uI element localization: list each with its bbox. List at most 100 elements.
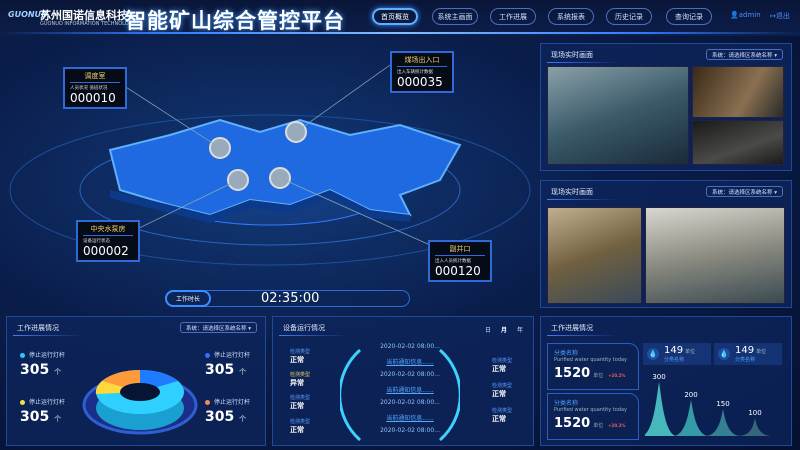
card-value: 1520 (554, 366, 591, 381)
peak-chart: 300 200 150 100 (645, 373, 773, 436)
header: GUONUO 苏州国诺信息科技 GUONUO INFORMATION TECHN… (0, 0, 800, 36)
stat-value: 305 (20, 362, 50, 378)
legend-dot (20, 400, 25, 405)
panel-title: 现场实时画面 (547, 51, 617, 63)
panel-title: 工作进展情况 (547, 324, 617, 336)
company-logo: GUONUO (8, 10, 48, 19)
log-message[interactable]: 当前通知信息...... (386, 387, 434, 394)
map-region-edge (110, 190, 410, 223)
box-sub: 设备运行状态 (83, 239, 110, 244)
mini-stat: 💧 149 单位 分类名称 (643, 343, 711, 365)
stat-label: 停止运行灯杆 (214, 352, 251, 359)
mini-unit: 单位 (685, 349, 696, 355)
card-change: +20.2% (608, 423, 626, 428)
camera-feed[interactable] (547, 66, 689, 165)
peak-3 (737, 418, 773, 436)
water-card: 分类名称 Purified water quantity today 1520 单位 +… (547, 393, 639, 440)
panel-title: 设备运行情况 (279, 324, 349, 336)
stat-label: 停止运行灯杆 (29, 352, 66, 359)
box-sub: 人员状况 值班状况 (70, 86, 108, 91)
data-label: 300 (652, 373, 665, 381)
stat-unit: 个 (54, 415, 62, 423)
stat-item: 停止运行灯杆 305 个 (20, 397, 65, 425)
log-time: 2020-02-02 08:00... (380, 371, 440, 378)
mini-label: 分类名称 (664, 357, 685, 363)
box-value: 000120 (435, 264, 481, 278)
device-item: 检测类型 正常 (492, 383, 513, 398)
company-name: 苏州国诺信息科技 (40, 9, 128, 22)
mini-unit: 单位 (756, 349, 767, 355)
device-item: 检测类型 正常 (492, 408, 513, 423)
period-day[interactable]: 日 (484, 327, 491, 334)
card-sub: Purified water quantity today (554, 407, 628, 413)
nav-system-report[interactable]: 系统报表 (548, 8, 594, 25)
log-message[interactable]: 当前通知信息...... (386, 359, 434, 366)
info-box-dispatch[interactable]: 调度室 人员状况 值班状况 000010 (63, 67, 127, 109)
camera-feed[interactable] (547, 207, 642, 304)
stat-label: 停止运行灯杆 (29, 399, 66, 406)
nav-overview[interactable]: 首页概览 (372, 8, 418, 25)
logout-button[interactable]: ↦退出 (770, 11, 790, 21)
device-item: 检测类型 正常 (290, 419, 311, 434)
card-name: 分类名称 (554, 400, 579, 407)
nav-work-progress[interactable]: 工作进展 (490, 8, 536, 25)
mini-label: 分类名称 (735, 357, 756, 363)
work-time-label: 工作时长 (165, 290, 211, 307)
box-value: 000010 (70, 91, 116, 105)
device-item: 检测类型 异常 (290, 372, 311, 387)
mine-map (9, 64, 531, 266)
log-time: 2020-02-02 08:00... (380, 343, 440, 350)
nav-history[interactable]: 历史记录 (606, 8, 652, 25)
user-menu[interactable]: 👤admin (730, 11, 761, 19)
mini-value: 149 (664, 345, 684, 356)
stat-unit: 个 (54, 368, 62, 376)
nav-query[interactable]: 查询记录 (666, 8, 712, 25)
system-select[interactable]: 系统：请选择区系统名称 ▾ (705, 186, 783, 197)
map-region (108, 118, 462, 217)
system-select[interactable]: 系统：请选择区系统名称 ▾ (705, 49, 783, 60)
stat-value: 305 (205, 409, 235, 425)
card-unit: 单位 (593, 373, 604, 379)
stat-unit: 个 (239, 415, 247, 423)
period-year[interactable]: 年 (516, 327, 523, 334)
panel-title: 工作进展情况 (13, 324, 83, 336)
ring-arc (340, 348, 361, 442)
info-box-coal-yard[interactable]: 煤场出入口 出入车辆统计数据 000035 (390, 51, 454, 93)
stat-value: 305 (20, 409, 50, 425)
device-panel: 设备运行情况 日 月 年 (272, 316, 534, 446)
device-item: 检测类型 正常 (290, 349, 311, 364)
info-box-pump-room[interactable]: 中央水泵房 设备运行状态 000002 (76, 220, 140, 262)
logout-icon: ↦ (770, 12, 776, 20)
nav-system-main[interactable]: 系统主画面 (432, 8, 478, 25)
device-item: 检测类型 正常 (290, 395, 311, 410)
connector-line (295, 64, 391, 133)
system-select[interactable]: 系统：请选择区系统名称 ▾ (179, 322, 257, 333)
water-drop-icon: 💧 (647, 348, 659, 360)
work-time-bar: 工作时长 02:35:00 (165, 290, 410, 307)
panel-title: 现场实时画面 (547, 188, 617, 200)
water-card: 分类名称 Purified water quantity today 1520 单位 +… (547, 343, 639, 390)
card-unit: 单位 (593, 423, 604, 429)
water-drop-icon: 💧 (718, 348, 730, 360)
username: admin (738, 11, 761, 19)
period-month[interactable]: 月 (500, 327, 507, 334)
camera-feed[interactable] (692, 120, 784, 165)
legend-dot (205, 400, 210, 405)
mini-stat: 💧 149 单位 分类名称 (714, 343, 782, 365)
camera-feed[interactable] (645, 207, 785, 304)
log-message[interactable]: 当前通知信息...... (386, 415, 434, 422)
box-value: 000035 (397, 75, 443, 89)
map-ring (9, 114, 531, 266)
card-sub: Purified water quantity today (554, 357, 628, 363)
box-name: 副井口 (435, 244, 485, 256)
camera-feed[interactable] (692, 66, 784, 118)
log-time: 2020-02-02 08:00... (380, 399, 440, 406)
box-sub: 出入车辆统计数据 (397, 70, 433, 75)
box-name: 中央水泵房 (83, 224, 133, 236)
log-time: 2020-02-02 08:00... (380, 427, 440, 434)
card-value: 1520 (554, 416, 591, 431)
card-change: +20.2% (608, 373, 626, 378)
info-box-auxiliary-shaft[interactable]: 副井口 出入人员统计数据 000120 (428, 240, 492, 282)
device-item: 检测类型 正常 (492, 358, 513, 373)
donut-chart (82, 370, 198, 435)
